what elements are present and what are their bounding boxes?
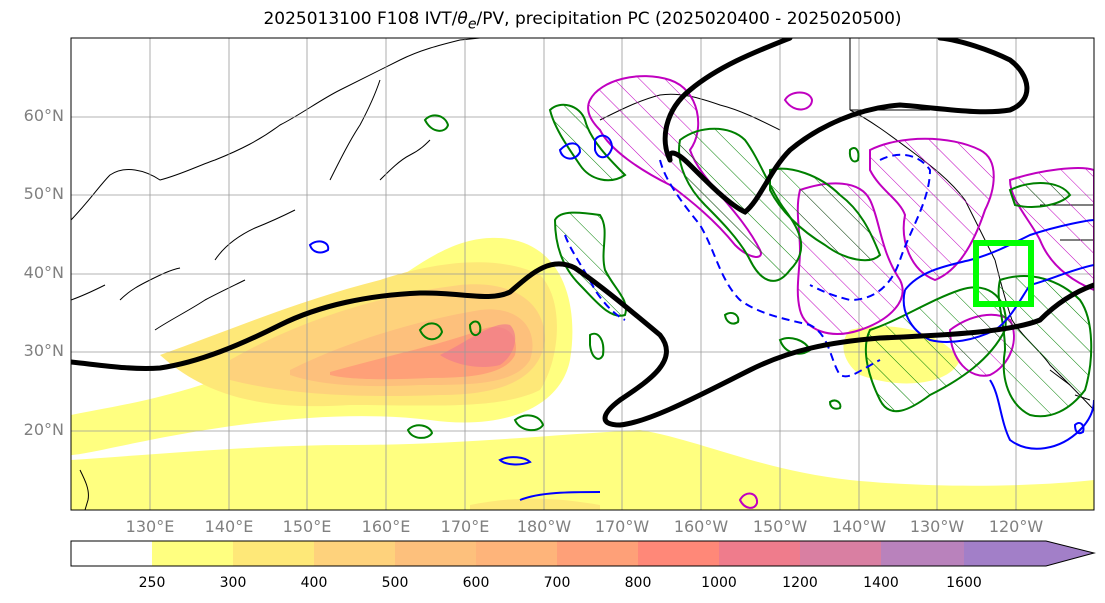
colorbar-tick-label: 1200 [782, 575, 818, 591]
map-frame [70, 37, 1095, 511]
title-theta-sub: e [467, 16, 477, 33]
lon-label: 170°W [594, 517, 650, 536]
lon-label: 130°E [125, 517, 175, 536]
lon-label: 140°E [204, 517, 254, 536]
colorbar-tick-label: 500 [381, 575, 409, 591]
map-title: 2025013100 F108 IVT/θe/PV, precipitation… [0, 9, 1105, 32]
colorbar-segment [719, 541, 800, 566]
lon-label: 160°E [361, 517, 411, 536]
colorbar-segment [152, 541, 233, 566]
colorbar-segment [476, 541, 557, 566]
lat-label: 20°N [23, 420, 64, 439]
colorbar-tick-label: 700 [543, 575, 571, 591]
colorbar-segment [881, 541, 964, 566]
lat-label: 40°N [23, 263, 64, 282]
title-theta: θ [457, 9, 468, 29]
lon-label: 150°W [752, 517, 808, 536]
map-area [71, 38, 1094, 510]
lon-label: 140°W [831, 517, 887, 536]
title-prefix: 2025013100 F108 IVT/ [263, 9, 458, 29]
colorbar-segment [557, 541, 638, 566]
ivt-shading [71, 237, 1094, 510]
colorbar-segment [71, 541, 152, 566]
highlight-box [973, 240, 1034, 307]
colorbar-tick-label: 400 [300, 575, 328, 591]
title-suffix: /PV, precipitation PC (2025020400 - 2025… [476, 9, 902, 29]
lon-label: 130°W [909, 517, 965, 536]
jet-contour [71, 38, 1094, 428]
colorbar-segment [233, 541, 314, 566]
colorbar-tick-label: 250 [138, 575, 166, 591]
colorbar-tick-label: 1400 [863, 575, 899, 591]
theta-e-contours [308, 134, 1094, 501]
colorbar-tick-label: 1600 [946, 575, 982, 591]
lat-label: 60°N [23, 106, 64, 125]
colorbar-outline [70, 540, 1096, 567]
precip-contours [406, 103, 1093, 439]
colorbar-segment [800, 541, 881, 566]
colorbar-tick-label: 800 [624, 575, 652, 591]
colorbar [70, 540, 1096, 567]
colorbar-segment [638, 541, 719, 566]
lat-label: 50°N [23, 184, 64, 203]
lat-label: 30°N [23, 341, 64, 360]
lon-label: 150°E [282, 517, 332, 536]
lon-label: 160°W [673, 517, 729, 536]
colorbar-tick-label: 300 [219, 575, 247, 591]
colorbar-extend-arrow [964, 541, 1094, 566]
colorbar-tick-label: 600 [462, 575, 490, 591]
colorbar-segment [314, 541, 395, 566]
colorbar-tick-label: 1000 [701, 575, 737, 591]
lon-label: 180°W [516, 517, 572, 536]
lon-label: 120°W [988, 517, 1044, 536]
colorbar-segment [395, 541, 476, 566]
lon-label: 170°E [440, 517, 490, 536]
